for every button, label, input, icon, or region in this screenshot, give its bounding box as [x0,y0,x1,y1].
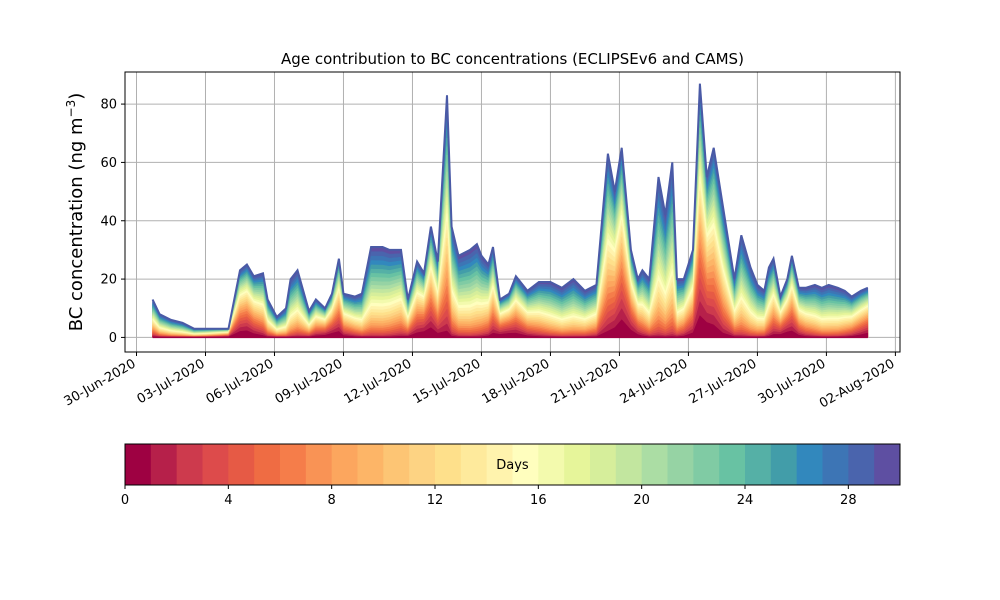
colorbar-swatch [460,444,488,485]
colorbar: Days 0 4 8 12 16 20 24 28 [121,443,901,508]
colorbar-ticks: 0 4 8 12 16 20 24 28 [121,485,857,508]
plot-area: 0 20 40 60 80 30-Jun-202003-Jul-202006-Jul-2… [62,71,901,412]
total-outline [151,83,869,330]
colorbar-tick-label: 0 [121,493,129,508]
colorbar-swatch [435,444,462,485]
x-tick-label: 12-Jul-2020 [342,356,415,407]
colorbar-tick-label: 24 [737,493,754,508]
chart-title: Age contribution to BC concentrations (E… [281,50,744,68]
colorbar-swatch [590,444,617,485]
colorbar-swatch [693,444,720,485]
y-tick-label: 40 [100,214,117,229]
x-tick-label: 18-Jul-2020 [480,356,553,407]
colorbar-tick-label: 8 [328,493,336,508]
x-tick-label: 02-Aug-2020 [817,356,897,411]
colorbar-swatch [538,444,565,485]
colorbar-swatch [202,444,229,485]
colorbar-frame [124,443,901,486]
y-tick-label: 80 [100,98,117,113]
colorbar-swatch [125,444,152,485]
y-axis: 0 20 40 60 80 [100,98,125,346]
colorbar-swatch [745,444,772,485]
stacked-area-series [151,83,869,339]
colorbar-swatch [357,444,384,485]
colorbar-label: Days [496,458,529,473]
colorbar-swatch [228,444,255,485]
colorbar-swatch [667,444,694,485]
colorbar-swatch [176,444,203,485]
colorbar-swatch [331,444,358,485]
x-tick-label: 06-Jul-2020 [204,356,277,407]
x-tick-label: 21-Jul-2020 [549,356,622,407]
y-tick-label: 0 [109,331,117,346]
colorbar-swatch [512,444,539,485]
colorbar-tick-label: 12 [427,493,444,508]
colorbar-swatch [150,444,178,485]
colorbar-tick-label: 4 [224,493,232,508]
x-tick-label: 24-Jul-2020 [618,356,691,407]
colorbar-swatches [125,444,901,485]
y-tick-label: 60 [100,156,117,171]
y-axis-label: BC concentration (ng m−3) [64,93,87,332]
y-axis-label-close: ) [66,93,87,100]
colorbar-swatch [796,444,823,485]
x-tick-label: 03-Jul-2020 [135,356,208,407]
colorbar-swatch [280,444,307,485]
colorbar-swatch [641,444,668,485]
plot-frame [124,71,901,353]
colorbar-swatch [305,444,333,485]
x-tick-label: 15-Jul-2020 [411,356,484,407]
colorbar-swatch [383,444,410,485]
y-axis-label-main: BC concentration (ng m [66,117,87,331]
colorbar-tick-label: 28 [840,493,857,508]
colorbar-swatch [822,444,849,485]
x-tick-label: 09-Jul-2020 [273,356,346,407]
colorbar-swatch [564,444,591,485]
colorbar-swatch [770,444,798,485]
x-axis: 30-Jun-202003-Jul-202006-Jul-202009-Jul-… [62,352,897,412]
colorbar-tick-label: 16 [530,493,547,508]
colorbar-swatch [409,444,436,485]
colorbar-swatch [615,444,643,485]
colorbar-swatch [486,444,513,485]
x-tick-label: 30-Jun-2020 [62,356,139,409]
x-tick-label: 27-Jul-2020 [687,356,760,407]
colorbar-swatch [874,444,901,485]
colorbar-tick-label: 20 [633,493,650,508]
colorbar-swatch [254,444,281,485]
y-tick-label: 20 [100,273,117,288]
y-axis-label-superscript: −3 [64,100,78,118]
colorbar-swatch [719,444,746,485]
colorbar-swatch [848,444,875,485]
